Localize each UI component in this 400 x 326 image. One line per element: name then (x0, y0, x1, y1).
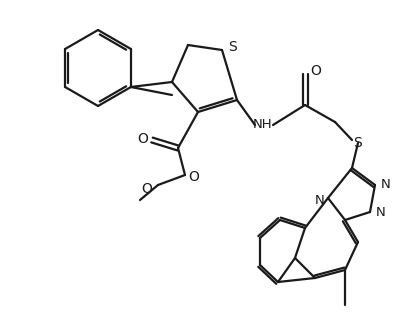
Text: O: O (188, 170, 199, 184)
Text: O: O (141, 182, 152, 196)
Text: S: S (228, 40, 237, 54)
Text: N: N (315, 195, 325, 208)
Text: N: N (376, 206, 386, 219)
Text: N: N (381, 177, 391, 190)
Text: O: O (310, 64, 321, 78)
Text: NH: NH (253, 118, 273, 131)
Text: O: O (137, 132, 148, 146)
Text: S: S (354, 136, 362, 150)
